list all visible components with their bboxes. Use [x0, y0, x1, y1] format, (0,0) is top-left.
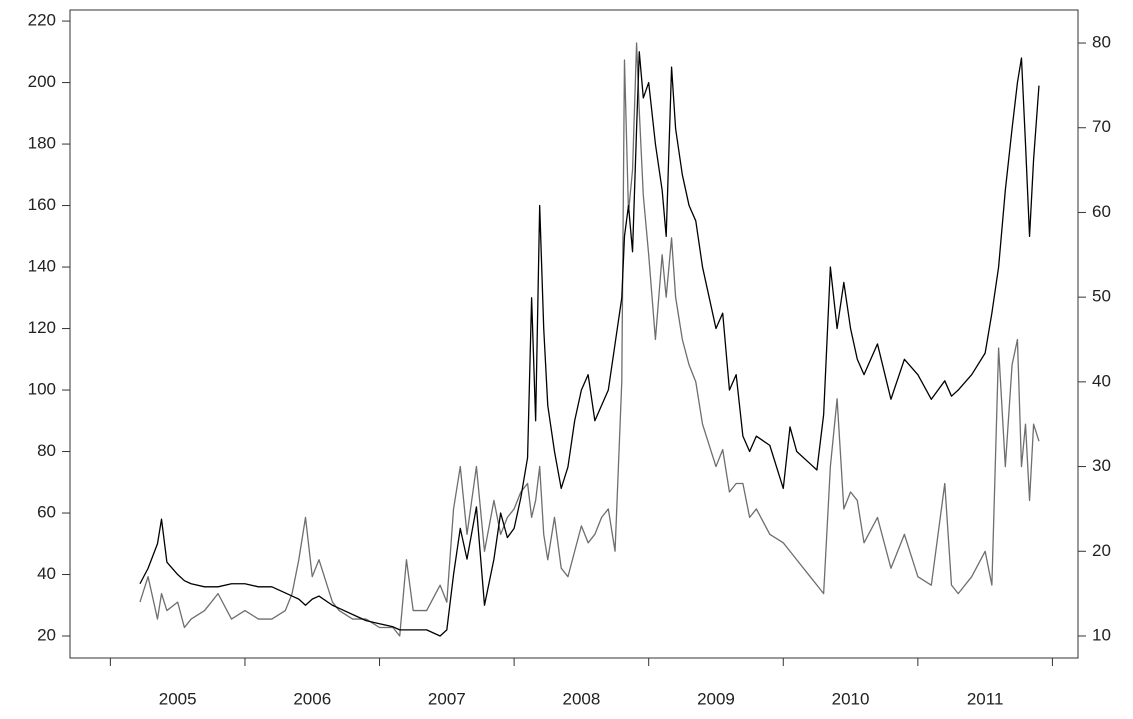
y-tick-label: 140: [28, 257, 56, 276]
y-tick-label: 160: [28, 195, 56, 214]
y2-tick-label: 40: [1092, 371, 1111, 390]
x-tick-label: 2011: [967, 689, 1004, 708]
y-tick-label: 40: [37, 564, 56, 583]
y-tick-label: 80: [37, 441, 56, 460]
y2-tick-label: 80: [1092, 33, 1111, 52]
y-tick-label: 60: [37, 503, 56, 522]
x-tick-label: 2005: [159, 689, 197, 708]
y2-tick-label: 60: [1092, 202, 1111, 221]
y-tick-label: 100: [28, 380, 56, 399]
y2-tick-label: 50: [1092, 287, 1111, 306]
y-tick-label: 180: [28, 134, 56, 153]
y2-tick-label: 10: [1092, 625, 1111, 644]
y2-tick-label: 30: [1092, 456, 1111, 475]
x-tick-label: 2007: [428, 689, 466, 708]
data-line: [139, 51, 1040, 637]
y-tick-label: 200: [28, 72, 56, 91]
y-tick-label: 220: [28, 11, 56, 30]
y2-tick-label: 20: [1092, 541, 1111, 560]
data-line: [139, 42, 1040, 637]
y-tick-label: 120: [28, 318, 56, 337]
y-tick-label: 20: [37, 626, 56, 645]
x-tick-label: 2009: [697, 689, 735, 708]
plot-frame: [69, 9, 1079, 659]
x-tick-label: 2010: [832, 689, 870, 708]
x-tick-label: 2008: [562, 689, 600, 708]
y2-tick-label: 70: [1092, 117, 1111, 136]
x-tick-label: 2006: [293, 689, 331, 708]
